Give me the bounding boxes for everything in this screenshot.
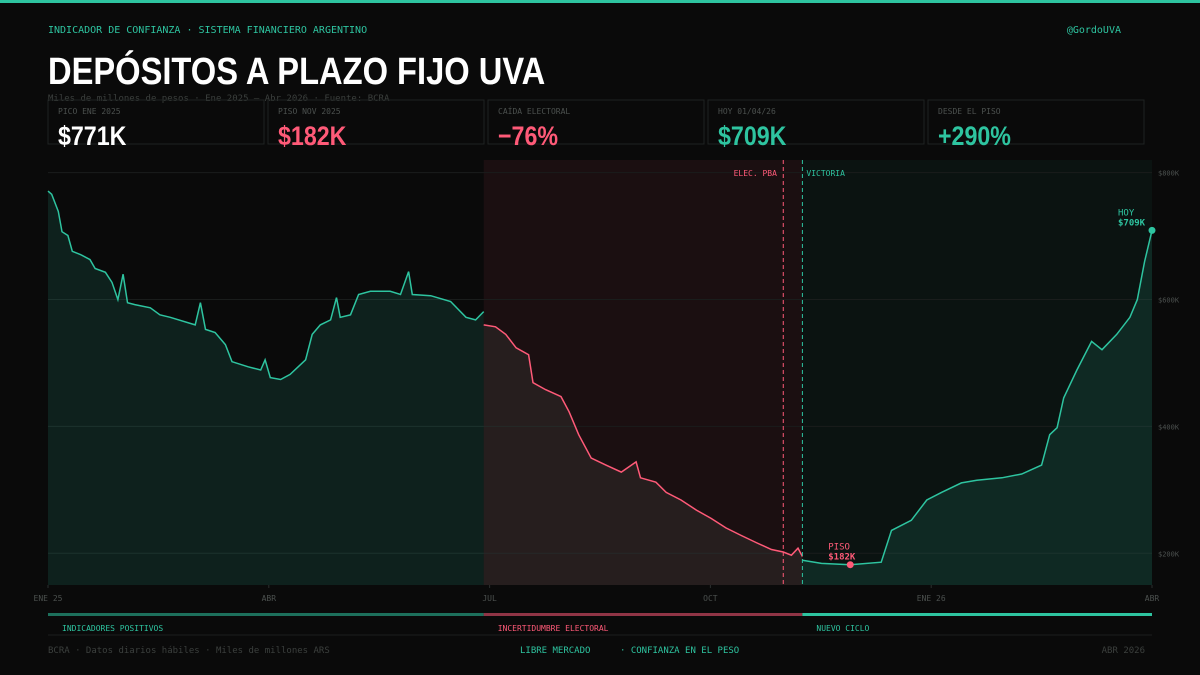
point-title: PISO [828,543,850,553]
kpi-label: HOY 01/04/26 [718,107,776,116]
footer-right: ABR 2026 [1102,646,1145,656]
y-tick-label: $400K [1158,423,1180,431]
kpi-box [267,99,485,145]
subtitle: Miles de millones de pesos · Ene 2025 — … [48,94,390,104]
legend-bar [483,613,803,616]
line [47,190,485,381]
kpi-box [487,99,705,145]
kpi-label: PICO ENE 2025 [58,107,121,116]
area [802,230,1152,585]
event-label: VICTORIA [806,169,845,178]
kpi-value: −76% [498,121,558,151]
kpi-box [707,99,925,145]
kpi-value: $771K [58,121,126,151]
legend-label: INDICADORES POSITIVOS [62,624,163,633]
kpi-box [47,99,265,145]
top-border [0,0,1200,3]
kpi-value: +290% [938,121,1011,151]
kpi-label: CAÍDA ELECTORAL [498,105,570,116]
legend-bar [802,613,1152,616]
x-tick-label: ENE 26 [917,594,946,603]
point-label: $182K [828,553,856,563]
footer-left: BCRA · Datos diarios hábiles · Miles de … [48,646,330,656]
region [483,160,803,585]
region [802,160,1152,585]
point [1148,226,1156,234]
point-label: $709K [1118,218,1146,228]
x-tick-label: ABR [1145,594,1160,603]
area [48,191,484,585]
legend-bar [48,613,484,616]
x-tick-label: ABR [262,594,277,603]
plot: $200K $400K $600K $800K ENE 25 ABR JUL OCT ENE 2… [34,160,1180,633]
kicker: INDICADOR DE CONFIANZA · SISTEMA FINANCI… [48,25,367,36]
kpi-box [927,99,1145,145]
y-tick-label: $200K [1158,550,1180,558]
x-tick-label: JUL [482,594,497,603]
area [483,324,803,585]
event-label: ELEC. PBA [734,169,778,178]
kpi-row: PICO ENE 2025 $771K PISO NOV 2025 $182K CAÍD… [47,99,1145,151]
kpi-value: $182K [278,121,346,151]
handle: @GordoUVA [1067,25,1121,36]
x-tick-label: OCT [703,594,718,603]
kpi-value: $709K [718,121,786,151]
kpi-label: PISO NOV 2025 [278,107,341,116]
y-tick-label: $600K [1158,297,1180,305]
line [802,230,1153,566]
title: DEPÓSITOS A PLAZO FIJO UVA [48,50,545,93]
point [846,561,854,569]
y-tick-label: $800K [1158,170,1180,178]
legend-label: NUEVO CICLO [816,624,869,633]
footer-center: LIBRE MERCADO [520,646,590,656]
x-tick-label: ENE 25 [34,594,63,603]
line [483,324,804,557]
legend-label: INCERTIDUMBRE ELECTORAL [498,624,609,633]
point-title: HOY [1118,208,1135,218]
kpi-label: DESDE EL PISO [938,107,1001,116]
footer-center: · CONFIANZA EN EL PESO [620,646,739,656]
